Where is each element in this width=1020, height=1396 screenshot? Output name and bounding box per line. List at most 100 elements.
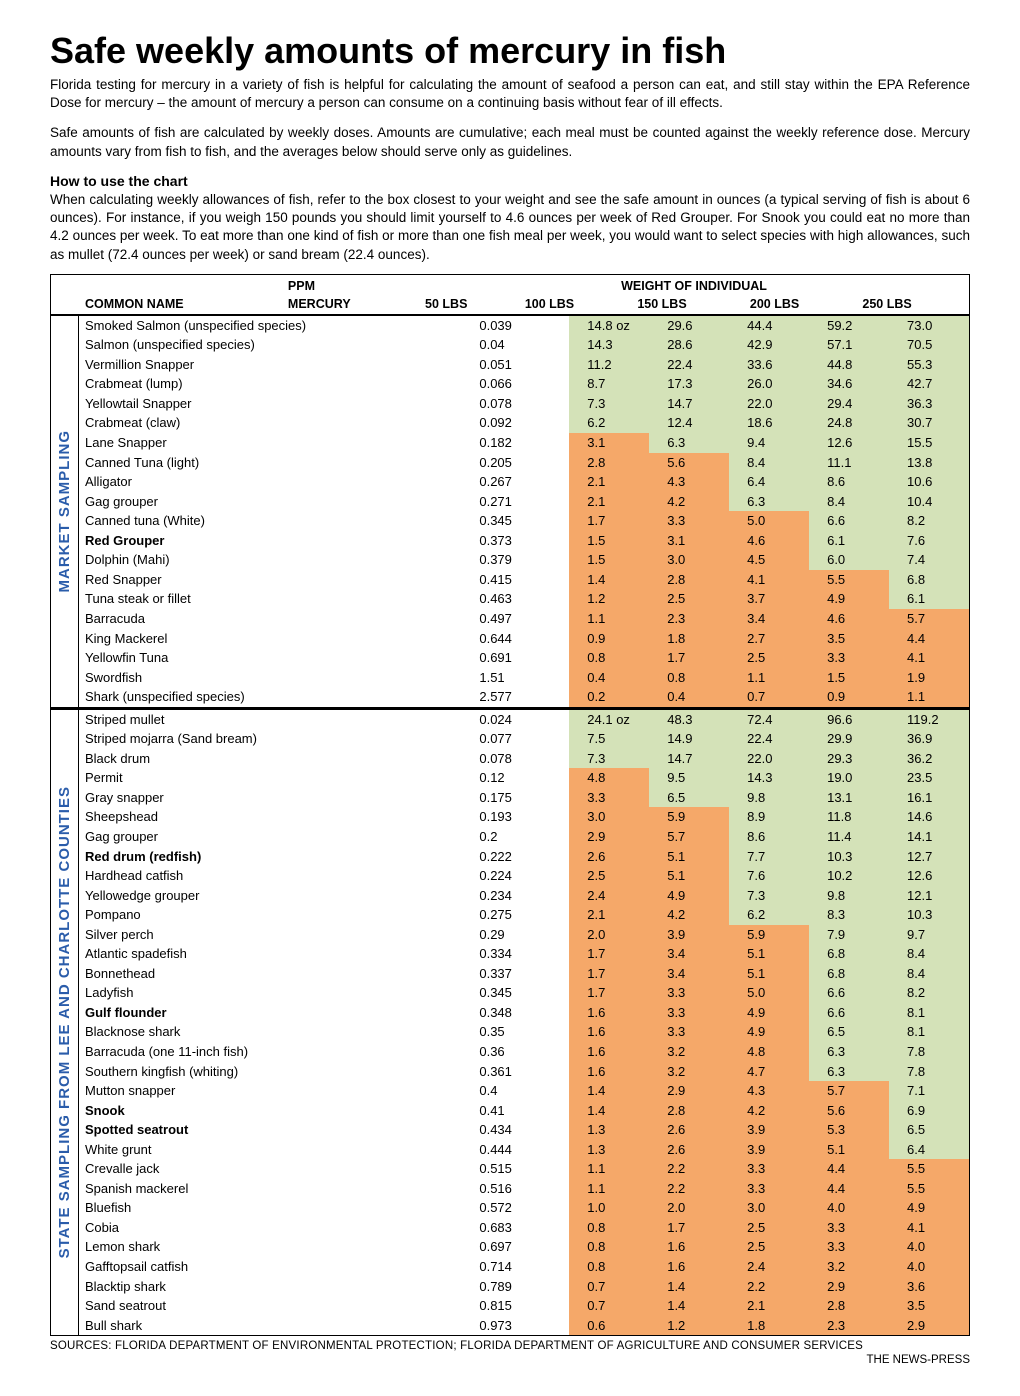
table-row: Gag grouper0.22.95.78.611.414.1 [79,827,969,847]
weight-value: 8.9 [729,807,809,827]
weight-value: 8.3 [809,905,889,925]
weight-value: 1.1 [569,609,649,629]
ppm-value: 0.337 [473,964,569,984]
weight-value: 0.8 [569,648,649,668]
weight-value: 14.6 [889,807,969,827]
weight-value: 3.2 [649,1042,729,1062]
weight-value: 5.9 [649,807,729,827]
fish-name: Gafftopsail catfish [79,1257,473,1277]
weight-value: 6.8 [809,964,889,984]
weight-value: 1.3 [569,1120,649,1140]
weight-value: 3.3 [809,648,889,668]
ppm-value: 0.497 [473,609,569,629]
ppm-value: 0.348 [473,1003,569,1023]
intro-paragraph-1: Florida testing for mercury in a variety… [50,76,970,112]
weight-value: 15.5 [889,433,969,453]
weight-value: 4.0 [889,1257,969,1277]
weight-value: 70.5 [889,335,969,355]
ppm-value: 0.024 [473,710,569,730]
fish-name: Canned Tuna (light) [79,453,473,473]
weight-value: 10.3 [809,847,889,867]
weight-value: 10.3 [889,905,969,925]
fish-name: Alligator [79,472,473,492]
ppm-value: 0.361 [473,1062,569,1082]
weight-value: 7.8 [889,1062,969,1082]
ppm-value: 0.789 [473,1277,569,1297]
weight-value: 5.5 [889,1179,969,1199]
table-row: Barracuda0.4971.12.33.44.65.7 [79,609,969,629]
weight-value: 3.2 [649,1062,729,1082]
header-100lbs: 100 LBS [519,295,632,315]
ppm-value: 0.066 [473,374,569,394]
ppm-value: 0.2 [473,827,569,847]
table-row: Striped mullet0.02424.1 oz48.372.496.611… [79,710,969,730]
weight-value: 2.5 [729,648,809,668]
ppm-value: 0.04 [473,335,569,355]
fish-name: Black drum [79,749,473,769]
weight-value: 12.6 [809,433,889,453]
weight-value: 1.4 [569,1101,649,1121]
weight-value: 59.2 [809,316,889,336]
fish-name: Bonnethead [79,964,473,984]
fish-name: Sand seatrout [79,1296,473,1316]
header-weight: WEIGHT OF INDIVIDUAL [419,275,969,295]
weight-value: 3.2 [809,1257,889,1277]
table-row: Red Grouper0.3731.53.14.66.17.6 [79,531,969,551]
weight-value: 11.8 [809,807,889,827]
table-row: Bonnethead0.3371.73.45.16.88.4 [79,964,969,984]
ppm-value: 0.697 [473,1237,569,1257]
ppm-value: 0.193 [473,807,569,827]
weight-value: 1.0 [569,1198,649,1218]
weight-value: 12.4 [649,413,729,433]
weight-value: 2.9 [569,827,649,847]
weight-value: 6.5 [809,1022,889,1042]
weight-value: 26.0 [729,374,809,394]
ppm-value: 0.379 [473,550,569,570]
table-row: Snook0.411.42.84.25.66.9 [79,1101,969,1121]
fish-name: White grunt [79,1140,473,1160]
weight-value: 1.7 [569,964,649,984]
ppm-value: 0.077 [473,729,569,749]
weight-value: 44.8 [809,355,889,375]
weight-value: 3.1 [569,433,649,453]
weight-value: 2.3 [809,1316,889,1336]
fish-name: Gulf flounder [79,1003,473,1023]
weight-value: 3.3 [809,1237,889,1257]
weight-value: 5.1 [649,847,729,867]
weight-value: 6.9 [889,1101,969,1121]
ppm-value: 0.683 [473,1218,569,1238]
weight-value: 0.7 [729,687,809,707]
weight-value: 2.6 [649,1120,729,1140]
weight-value: 1.6 [649,1257,729,1277]
fish-name: Salmon (unspecified species) [79,335,473,355]
weight-value: 3.4 [649,944,729,964]
weight-value: 6.3 [649,433,729,453]
table-row: Crabmeat (claw)0.0926.212.418.624.830.7 [79,413,969,433]
weight-value: 14.8 oz [569,316,649,336]
weight-value: 4.2 [729,1101,809,1121]
weight-value: 72.4 [729,710,809,730]
ppm-value: 0.234 [473,886,569,906]
weight-value: 3.9 [729,1140,809,1160]
fish-name: Snook [79,1101,473,1121]
weight-value: 3.3 [649,511,729,531]
header-150lbs: 150 LBS [631,295,744,315]
fish-name: Crevalle jack [79,1159,473,1179]
table-row: Canned tuna (White)0.3451.73.35.06.68.2 [79,511,969,531]
weight-value: 8.2 [889,511,969,531]
table-row: Vermillion Snapper0.05111.222.433.644.85… [79,355,969,375]
weight-value: 5.0 [729,983,809,1003]
weight-value: 8.4 [889,964,969,984]
weight-value: 14.3 [729,768,809,788]
weight-value: 8.4 [729,453,809,473]
table-row: Red Snapper0.4151.42.84.15.56.8 [79,570,969,590]
table-row: Bull shark0.9730.61.21.82.32.9 [79,1316,969,1336]
weight-value: 42.7 [889,374,969,394]
table-row: Alligator0.2672.14.36.48.610.6 [79,472,969,492]
weight-value: 2.9 [649,1081,729,1101]
ppm-value: 0.267 [473,472,569,492]
weight-value: 2.3 [649,609,729,629]
weight-value: 3.5 [809,629,889,649]
weight-value: 1.7 [569,944,649,964]
fish-name: Pompano [79,905,473,925]
